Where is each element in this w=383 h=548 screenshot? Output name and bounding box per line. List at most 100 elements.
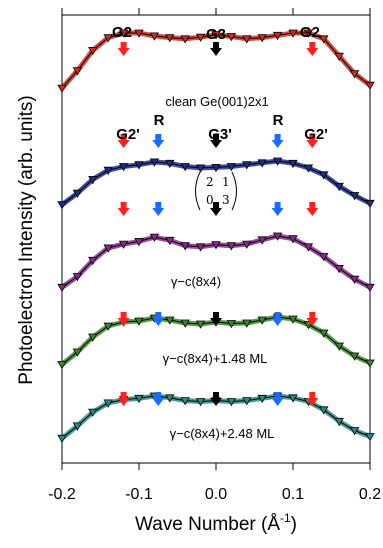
matrix-cell-2-2: 3 — [222, 193, 230, 207]
peak-marker-arrow — [271, 392, 284, 406]
data-point — [334, 52, 344, 62]
data-point — [303, 243, 314, 252]
data-point — [72, 67, 83, 76]
data-point — [103, 34, 113, 43]
data-point — [365, 433, 375, 442]
data-point — [319, 406, 329, 415]
peak-marker-arrow — [271, 134, 284, 148]
data-point — [226, 320, 237, 329]
peak-marker-arrow — [210, 134, 222, 148]
data-point — [319, 171, 329, 180]
peak-marker-arrow — [306, 312, 319, 326]
data-point — [242, 35, 252, 44]
data-point — [349, 70, 360, 79]
data-point — [349, 275, 360, 285]
peak-marker-arrow — [117, 312, 130, 326]
data-point — [242, 397, 252, 406]
data-point — [72, 273, 83, 282]
peak-marker-arrow — [306, 392, 319, 406]
peak-marker-arrow — [210, 42, 222, 56]
data-point — [118, 163, 129, 172]
data-point — [180, 397, 190, 406]
data-point — [303, 164, 314, 173]
data-point — [349, 427, 360, 436]
data-point — [180, 35, 190, 44]
data-point — [257, 316, 267, 325]
x-axis-title: Wave Number (Å-1) — [135, 511, 297, 535]
data-point — [257, 236, 267, 245]
peak-marker-arrow — [117, 392, 130, 406]
x-axis-title-superscript: -1 — [280, 511, 291, 525]
data-point — [72, 422, 83, 431]
series-label-1-48ml: γ−c(8x4)+1.48 ML — [163, 351, 268, 366]
data-point — [134, 394, 144, 404]
peak-marker-arrow — [210, 202, 222, 216]
data-point — [103, 399, 113, 408]
peak-marker-arrow — [271, 202, 284, 216]
data-point — [88, 47, 98, 56]
matrix-left-paren — [195, 171, 201, 211]
data-point — [226, 242, 237, 251]
y-axis-title: Photoelectron Intensity (arb. units) — [16, 95, 37, 384]
data-point — [134, 29, 144, 38]
peak-label-g2-prime-right: G2' — [304, 126, 328, 143]
data-point — [334, 182, 344, 192]
peak-marker-arrow — [152, 202, 165, 216]
series-trace — [57, 29, 375, 93]
peak-marker-arrow — [117, 42, 130, 56]
data-point — [257, 34, 267, 43]
matrix-right-paren — [231, 171, 237, 211]
peak-label-g2-right: G2 — [300, 24, 320, 41]
data-point — [103, 166, 113, 176]
x-tick-label: 0.2 — [359, 486, 381, 503]
data-point — [165, 394, 175, 403]
data-point — [272, 157, 283, 166]
series-label-c8x4: γ−c(8x4) — [171, 274, 221, 289]
peak-marker-arrow — [152, 312, 165, 326]
data-point — [88, 176, 98, 185]
data-point — [72, 189, 83, 199]
data-point — [180, 319, 190, 328]
data-point — [242, 240, 252, 249]
data-point — [365, 359, 375, 368]
data-point — [211, 31, 221, 40]
data-point — [118, 240, 129, 249]
data-point — [180, 242, 190, 251]
peak-marker-arrow — [210, 312, 222, 326]
data-point — [257, 159, 267, 168]
peak-label-r-right: R — [273, 112, 284, 129]
series-layer — [57, 29, 375, 444]
data-point — [242, 161, 252, 170]
peak-marker-arrow — [306, 134, 319, 148]
data-point — [288, 235, 298, 244]
peak-label-g3-prime: G3' — [208, 126, 232, 143]
data-point — [57, 283, 67, 293]
data-point — [165, 34, 175, 43]
data-point — [149, 233, 160, 242]
data-point — [57, 361, 67, 370]
peak-marker-arrow — [117, 134, 130, 148]
data-point — [134, 161, 144, 170]
data-point — [57, 434, 67, 444]
data-point — [288, 159, 298, 169]
x-tick-label: -0.1 — [125, 486, 153, 503]
data-point — [149, 158, 160, 167]
peak-label-g2-prime-left: G2' — [116, 126, 140, 143]
data-point — [211, 241, 221, 250]
data-point — [57, 201, 67, 210]
data-point — [272, 232, 283, 241]
data-point — [319, 329, 329, 338]
matrix-cell-2-1: 0 — [206, 193, 214, 207]
peak-marker-arrow — [271, 312, 284, 326]
data-point — [365, 283, 375, 293]
data-point — [72, 348, 83, 357]
data-point — [303, 29, 314, 38]
data-point — [334, 342, 344, 351]
peak-marker-arrow — [306, 42, 319, 56]
series-label-2-48ml: γ−c(8x4)+2.48 ML — [170, 426, 275, 441]
peak-marker-arrow — [306, 202, 319, 216]
peak-marker-arrow — [210, 392, 222, 406]
data-point — [226, 163, 237, 172]
data-point — [165, 159, 175, 169]
